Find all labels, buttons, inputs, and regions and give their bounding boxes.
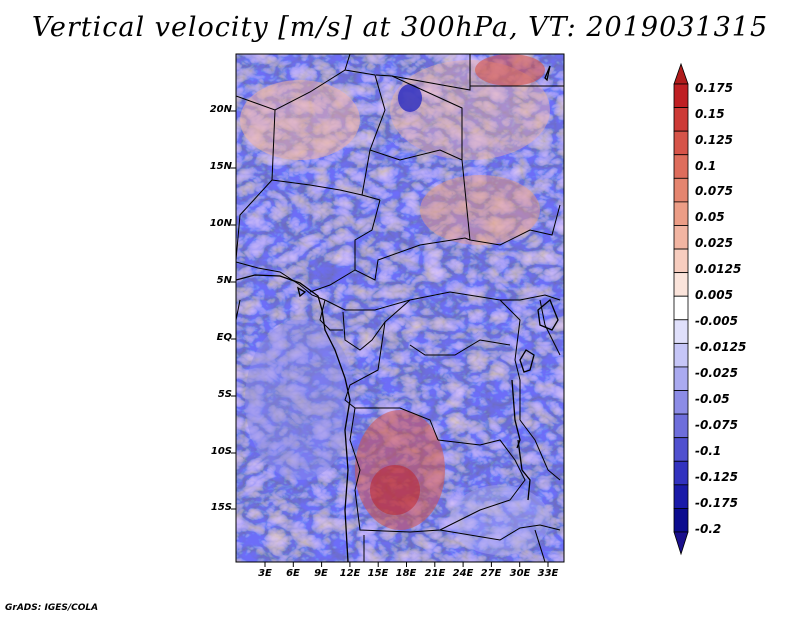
latitude-ticks <box>231 110 236 510</box>
colorbar-label: 0.15 <box>695 107 725 121</box>
colorbar-swatch <box>673 225 689 250</box>
longitude-ticks <box>264 562 549 567</box>
colorbar-label: -0.175 <box>695 496 738 510</box>
colorbar-label: -0.05 <box>695 392 730 406</box>
map-title: Vertical velocity [m/s] at 300hPa, VT: 2… <box>31 12 769 43</box>
lon-label: 27E <box>480 568 502 579</box>
colorbar-label: -0.025 <box>695 366 738 380</box>
lat-label: 15S <box>210 502 232 513</box>
colorbar-bottom-arrow <box>673 531 689 556</box>
coastlines-and-lakes <box>236 65 559 562</box>
colorbar-swatch <box>673 484 689 509</box>
colorbar-swatch <box>673 130 689 156</box>
colorbar-swatch <box>673 390 689 415</box>
colorbar-swatch <box>673 154 689 179</box>
colorbar-label: -0.125 <box>695 470 738 484</box>
colorbar-swatch <box>673 248 689 274</box>
lat-label: 5S <box>217 389 232 400</box>
lon-label: 33E <box>537 568 559 579</box>
colorbar-swatch <box>673 295 689 321</box>
colorbar-swatch <box>673 319 689 344</box>
colorbar-swatch <box>673 366 689 391</box>
colorbar-swatch <box>673 508 689 533</box>
colorbar-label: 0.125 <box>695 133 733 147</box>
colorbar-top-arrow <box>673 62 689 85</box>
colorbar-swatch <box>673 177 689 203</box>
colorbar-swatch <box>673 201 689 226</box>
lon-label: 9E <box>314 568 328 579</box>
colorbar-swatch <box>673 342 689 368</box>
lon-label: 15E <box>367 568 389 579</box>
colorbar-label: 0.005 <box>695 288 733 302</box>
colorbar-swatch <box>673 272 689 297</box>
lat-label: 10N <box>209 218 232 229</box>
lon-label: 18E <box>395 568 417 579</box>
lat-label: 20N <box>209 104 232 115</box>
colorbar-swatch <box>673 107 689 132</box>
colorbar-label: -0.005 <box>695 314 738 328</box>
lat-label: 10S <box>210 446 232 457</box>
lon-label: 30E <box>509 568 531 579</box>
colorbar-label: -0.1 <box>695 444 722 458</box>
lat-label: 15N <box>209 161 232 172</box>
colorbar-label: 0.175 <box>695 81 733 95</box>
lat-label: EQ <box>216 332 232 343</box>
lon-label: 6E <box>286 568 300 579</box>
grads-credit: GrADS: IGES/COLA <box>5 603 99 613</box>
country-boundaries <box>236 54 564 562</box>
colorbar-label: 0.0125 <box>695 262 742 276</box>
colorbar-label: 0.1 <box>695 159 717 173</box>
colorbar-label: -0.2 <box>695 522 722 536</box>
lon-label: 24E <box>452 568 474 579</box>
colorbar-swatch <box>673 83 689 108</box>
lat-label: 5N <box>216 275 232 286</box>
map-frame <box>235 53 565 563</box>
colorbar-swatch <box>673 437 689 462</box>
colorbar <box>673 62 689 556</box>
colorbar-label: 0.075 <box>695 184 733 198</box>
lon-label: 3E <box>258 568 272 579</box>
lon-label: 12E <box>339 568 361 579</box>
lon-label: 21E <box>424 568 446 579</box>
colorbar-label: -0.075 <box>695 418 738 432</box>
colorbar-swatch <box>673 413 689 439</box>
colorbar-label: 0.05 <box>695 210 725 224</box>
colorbar-label: -0.0125 <box>695 340 747 354</box>
colorbar-swatch <box>673 460 689 486</box>
vertical-velocity-field <box>236 54 564 562</box>
colorbar-label: 0.025 <box>695 236 733 250</box>
